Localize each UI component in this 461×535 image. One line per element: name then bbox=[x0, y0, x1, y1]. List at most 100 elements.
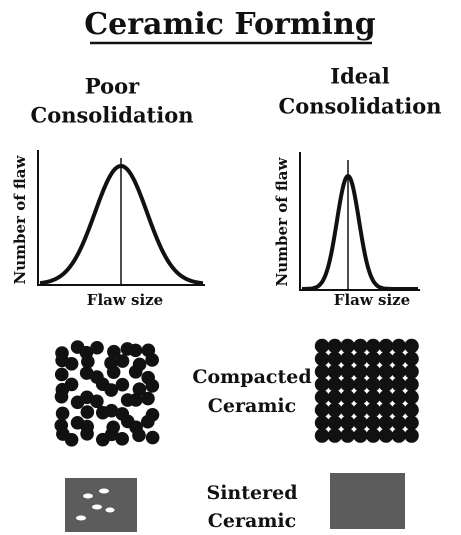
particle bbox=[328, 339, 342, 353]
particle bbox=[340, 390, 354, 404]
particle bbox=[379, 403, 393, 417]
row-label: Sintered bbox=[206, 482, 297, 504]
particle bbox=[146, 379, 160, 393]
particle bbox=[353, 339, 367, 353]
particle bbox=[340, 377, 354, 391]
particle bbox=[129, 344, 143, 358]
particle bbox=[328, 403, 342, 417]
particle bbox=[379, 377, 393, 391]
particle bbox=[353, 416, 367, 430]
particle bbox=[392, 364, 406, 378]
particle bbox=[328, 428, 342, 442]
particle bbox=[55, 390, 69, 404]
particle bbox=[404, 339, 418, 353]
particle bbox=[340, 428, 354, 442]
dense-ceramic bbox=[330, 473, 405, 529]
particle bbox=[80, 427, 94, 441]
particle bbox=[315, 339, 329, 353]
panel-heading: Consolidation bbox=[278, 94, 441, 119]
particle bbox=[404, 403, 418, 417]
particle bbox=[353, 352, 367, 366]
panel-heading: Poor bbox=[85, 74, 140, 99]
particle bbox=[353, 390, 367, 404]
row-label: Ceramic bbox=[208, 510, 296, 532]
x-axis-label: Flaw size bbox=[87, 291, 163, 309]
y-axis-label: Number of flaw bbox=[273, 156, 291, 286]
particle bbox=[379, 416, 393, 430]
particle bbox=[353, 364, 367, 378]
particle bbox=[392, 339, 406, 353]
particle bbox=[328, 377, 342, 391]
particle bbox=[81, 405, 95, 419]
particle bbox=[366, 428, 380, 442]
particle bbox=[379, 428, 393, 442]
packed-particles bbox=[315, 339, 419, 443]
particle bbox=[392, 377, 406, 391]
diagram: Ceramic Forming Poor Consolidation Numbe… bbox=[0, 0, 461, 535]
title: Ceramic Forming bbox=[84, 7, 375, 42]
particle bbox=[116, 378, 130, 392]
particle bbox=[404, 364, 418, 378]
particle bbox=[328, 390, 342, 404]
particle bbox=[392, 416, 406, 430]
distribution-curve bbox=[302, 176, 418, 289]
row-label: Compacted bbox=[192, 366, 311, 388]
particle bbox=[379, 352, 393, 366]
particle bbox=[65, 357, 79, 371]
row-label: Ceramic bbox=[208, 395, 296, 417]
particle bbox=[146, 431, 160, 445]
particle bbox=[392, 403, 406, 417]
particle bbox=[404, 352, 418, 366]
particle bbox=[315, 390, 329, 404]
particle bbox=[379, 364, 393, 378]
particle bbox=[129, 365, 143, 379]
particle bbox=[145, 353, 159, 367]
particle bbox=[328, 364, 342, 378]
particle bbox=[353, 403, 367, 417]
particle bbox=[315, 364, 329, 378]
particle bbox=[366, 416, 380, 430]
particle bbox=[315, 428, 329, 442]
particle bbox=[404, 428, 418, 442]
x-axis-label: Flaw size bbox=[334, 291, 410, 309]
particle bbox=[129, 393, 143, 407]
particle bbox=[379, 339, 393, 353]
particle bbox=[392, 352, 406, 366]
particle bbox=[340, 364, 354, 378]
particle bbox=[116, 354, 130, 368]
particle bbox=[132, 429, 146, 443]
particle bbox=[379, 390, 393, 404]
particle bbox=[404, 390, 418, 404]
particle bbox=[340, 352, 354, 366]
particle bbox=[392, 390, 406, 404]
particle bbox=[366, 403, 380, 417]
particle bbox=[141, 415, 155, 429]
particle bbox=[340, 339, 354, 353]
particle bbox=[115, 432, 129, 446]
particle bbox=[56, 407, 70, 421]
particle bbox=[340, 416, 354, 430]
particle bbox=[404, 377, 418, 391]
y-axis-label: Number of flaw bbox=[11, 154, 29, 284]
particle bbox=[315, 416, 329, 430]
particle bbox=[141, 392, 155, 406]
porous-ceramic bbox=[65, 478, 137, 532]
particle bbox=[404, 416, 418, 430]
particle bbox=[328, 352, 342, 366]
particle bbox=[366, 339, 380, 353]
particle bbox=[366, 364, 380, 378]
particle bbox=[55, 368, 69, 382]
particle bbox=[392, 428, 406, 442]
particle bbox=[328, 416, 342, 430]
particle bbox=[107, 365, 121, 379]
particle bbox=[353, 377, 367, 391]
particle bbox=[353, 428, 367, 442]
particle bbox=[366, 390, 380, 404]
particle bbox=[315, 377, 329, 391]
particle bbox=[366, 377, 380, 391]
loose-particles bbox=[54, 340, 159, 446]
particle bbox=[90, 341, 104, 355]
panel-heading: Consolidation bbox=[30, 103, 193, 128]
particle bbox=[65, 378, 79, 392]
particle bbox=[340, 403, 354, 417]
